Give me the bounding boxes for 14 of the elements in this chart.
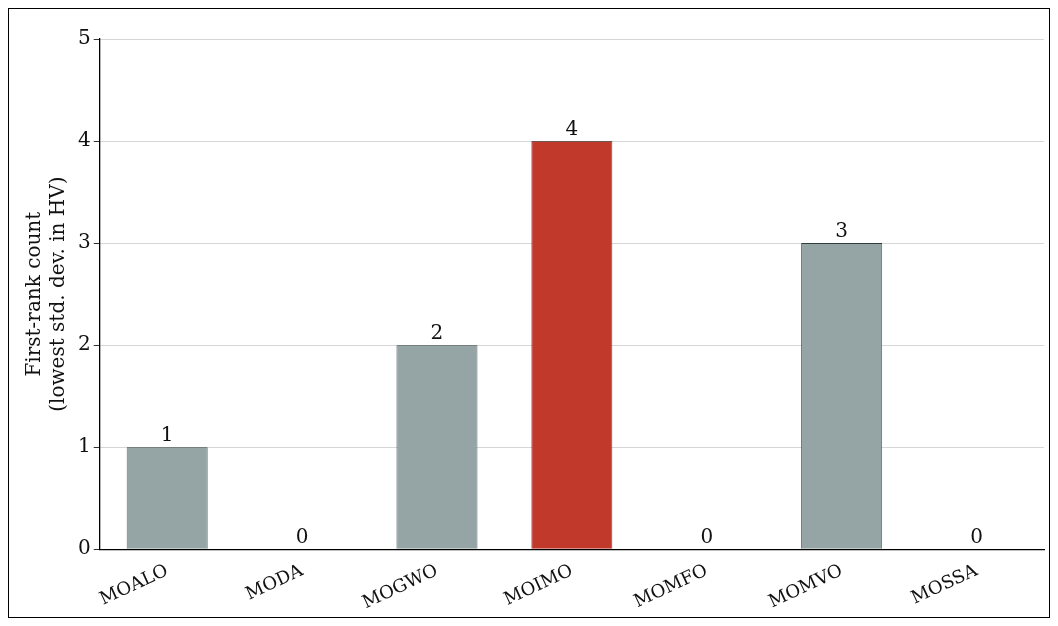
y-tick-label: 0 bbox=[77, 535, 91, 560]
y-tick-label: 4 bbox=[77, 127, 91, 152]
data-label: 1 bbox=[160, 422, 174, 447]
data-label: 4 bbox=[565, 116, 579, 141]
y-tick-label: 5 bbox=[77, 25, 91, 50]
data-label: 0 bbox=[295, 524, 309, 549]
y-tick-label: 2 bbox=[77, 331, 91, 356]
data-label: 3 bbox=[835, 218, 849, 243]
data-label: 0 bbox=[700, 524, 714, 549]
y-tick-label: 3 bbox=[77, 229, 91, 254]
y-axis-title: First-rank count (lowest std. dev. in HV) bbox=[21, 176, 70, 412]
data-label: 0 bbox=[970, 524, 983, 549]
data-label: 2 bbox=[430, 320, 444, 345]
y-tick-label: 1 bbox=[77, 433, 91, 458]
